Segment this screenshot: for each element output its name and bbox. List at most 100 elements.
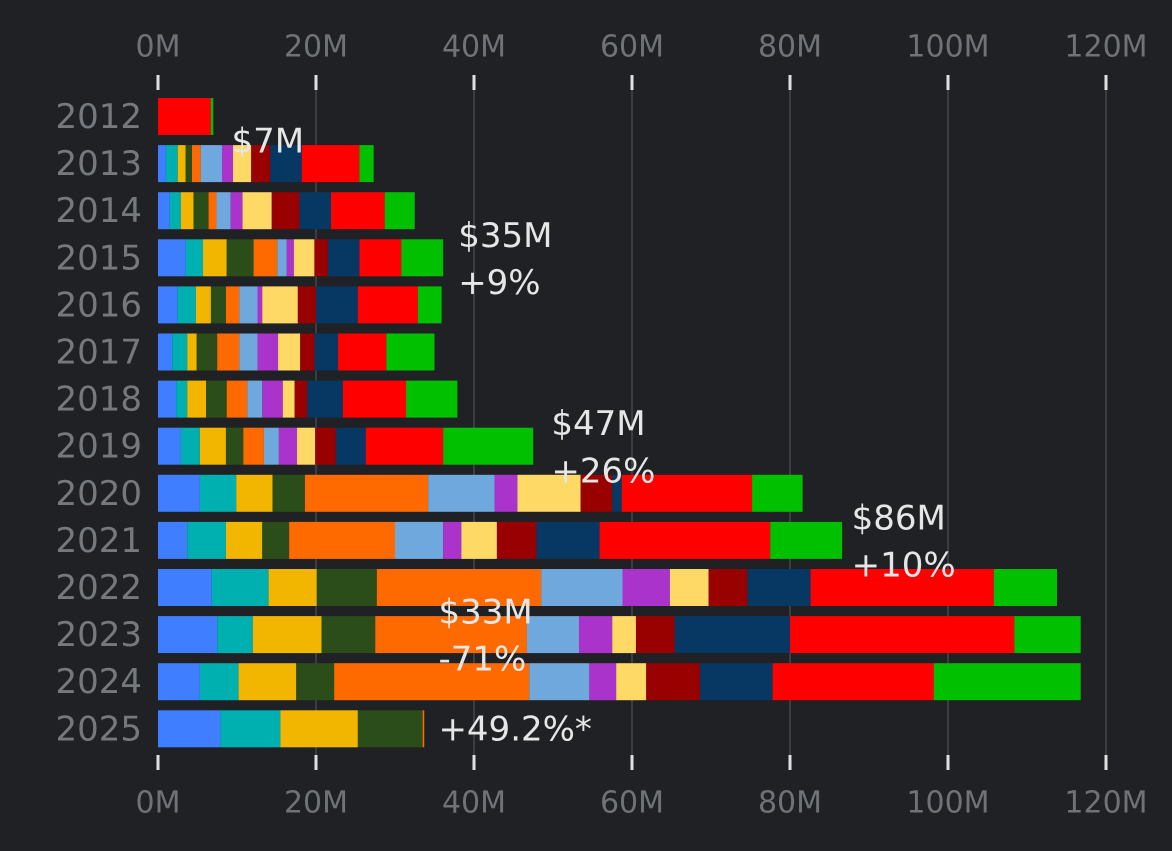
bar-segment [342,380,407,418]
bar-segment [314,239,328,277]
bar-segment [296,663,335,701]
bar-segment [239,333,258,371]
bar-segment [422,710,425,748]
bar-segment [280,710,358,748]
bar-segment [517,474,581,512]
bar-segment [217,333,240,371]
bar-segment [210,98,214,135]
bar-segment [579,616,613,654]
bar-segment [191,145,201,183]
bar-segment [158,427,181,465]
bar-segment [193,192,209,230]
bar-segment [635,616,675,654]
bar-segment [206,380,227,418]
axis-ticks [156,75,1108,770]
bar-segment [314,333,339,371]
bar-segment [294,380,308,418]
annotation-label: +10% [852,546,956,586]
bar-segment [187,380,207,418]
annotation-label: $7M [231,122,304,162]
bar-segment [316,286,358,324]
bar-segment [262,380,283,418]
bar-segment [177,286,196,324]
annotation-label: +26% [551,451,655,491]
annotation-label: $47M [551,404,645,444]
bar-segment [747,569,811,606]
labels: 0M 0M 20M 20M 40M 40M 60M 60M 80M 80M 100M 100M 120M… [55,30,1147,821]
grid-layer [315,88,1107,762]
year-label: 2018 [55,380,142,420]
bar-segment [211,569,269,606]
bar-segment [708,569,748,606]
bar-segment [599,521,771,559]
annotation-label: +9% [458,263,540,303]
bar-segment [428,474,495,512]
top-tick-label: 20M [284,30,348,65]
bar-segment [621,474,753,512]
bottom-tick-label: 40M [442,786,506,821]
bar-segment [200,145,222,183]
bar-segment [790,616,1015,654]
bar-segment [674,616,790,654]
bar-segment [316,569,377,606]
bar-segment [225,427,244,465]
bar-segment [327,239,360,277]
bar-segment [233,145,252,183]
bar-segment [299,192,332,230]
annotation-label: $33M [438,593,532,633]
bar-segment [239,286,258,324]
bar-segment [278,427,298,465]
bar-segment [221,145,234,183]
year-label: 2012 [55,97,142,137]
bar-segment [272,474,305,512]
bottom-tick-label: 120M [1064,786,1147,821]
year-label: 2020 [55,474,142,514]
bar-segment [158,98,211,135]
bar-segment [187,333,197,371]
bar-segment [304,474,429,512]
bar-segment [158,616,218,654]
bar-segment [622,569,670,606]
bar-segment [262,521,290,559]
bar-segment [1014,616,1081,654]
bar-segment [187,521,226,559]
year-label: 2025 [55,709,142,749]
year-label: 2015 [55,238,142,278]
bar-segment [158,663,200,701]
year-label: 2016 [55,285,142,325]
bar-segment [331,192,385,230]
bar-segment [496,521,537,559]
bar-segment [158,569,212,606]
bar-segment [277,239,287,277]
bar-segment [359,145,374,183]
bar-segment [297,427,316,465]
bar-segment [321,616,376,654]
top-tick-label: 80M [758,30,822,65]
bar-segment [199,474,237,512]
bar-segment [401,239,444,277]
year-label: 2017 [55,333,142,373]
year-label: 2021 [55,521,142,561]
bar-segment [301,145,360,183]
bar-segment [386,333,435,371]
annotation-label: +49.2%* [438,709,592,749]
bottom-tick-label: 0M [136,786,181,821]
bar-segment [300,333,315,371]
bar-segment [646,663,700,701]
bar-segment [230,192,243,230]
bar-segment [263,427,279,465]
bar-segment [297,286,316,324]
year-label: 2023 [55,615,142,655]
bar-segment [216,192,231,230]
bar-segment [158,239,186,277]
bar-segment [238,663,297,701]
bar-segment [536,521,600,559]
bar-segment [529,663,590,701]
top-tick-label: 40M [442,30,506,65]
bar-segment [158,333,173,371]
bar-segment [443,521,462,559]
bar-segment [357,710,423,748]
bar-segment [616,663,647,701]
bar-segment [199,427,226,465]
bar-segment [334,663,530,701]
